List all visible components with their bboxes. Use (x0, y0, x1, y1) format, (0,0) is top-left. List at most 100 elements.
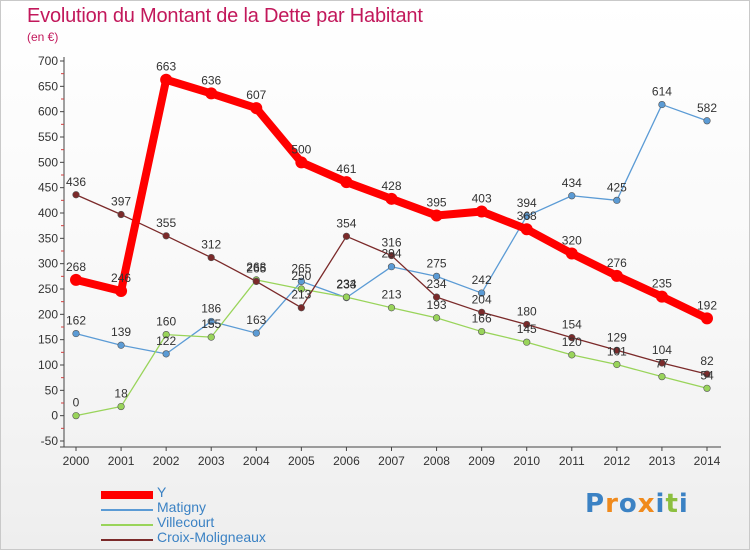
y-tick-label: 600 (38, 105, 58, 119)
data-label: 154 (562, 318, 582, 332)
data-label: 663 (156, 60, 176, 74)
data-label: 246 (111, 271, 131, 285)
legend-swatch (101, 509, 153, 511)
data-point (478, 308, 486, 316)
y-tick-label: 550 (38, 130, 58, 144)
data-label: 213 (381, 288, 401, 302)
data-point (250, 102, 263, 115)
data-label: 425 (607, 180, 627, 194)
y-tick-label: -50 (41, 434, 59, 448)
data-label: 166 (472, 312, 492, 326)
data-label: 233 (336, 278, 356, 292)
x-tick-label: 2013 (649, 454, 676, 468)
x-tick-label: 2004 (243, 454, 270, 468)
data-point (160, 73, 173, 86)
data-label: 250 (291, 269, 311, 283)
data-point (207, 333, 215, 341)
data-label: 320 (562, 234, 582, 248)
brand-letter: o (618, 489, 638, 519)
data-point (207, 253, 215, 262)
legend-label: Croix-Moligneaux (157, 529, 266, 545)
y-tick-label: 150 (38, 333, 58, 347)
y-tick-label: 50 (45, 383, 59, 397)
data-label: 607 (246, 88, 266, 102)
brand-letter: r (605, 489, 619, 519)
x-tick-label: 2012 (604, 454, 631, 468)
brand-letter: x (637, 489, 656, 519)
data-label: 186 (201, 301, 221, 315)
data-point (703, 370, 711, 378)
data-label: 268 (246, 260, 266, 274)
data-point (432, 272, 441, 280)
data-point (523, 338, 531, 346)
y-tick-label: 500 (38, 155, 58, 169)
legend-swatch (101, 539, 153, 541)
y-tick-label: 700 (38, 54, 58, 68)
data-label: 18 (114, 387, 128, 401)
data-label: 403 (472, 191, 492, 205)
chart-unit: (en €) (27, 30, 59, 44)
data-point (342, 293, 351, 301)
data-point (297, 304, 305, 312)
data-label: 104 (652, 343, 672, 357)
data-label: 193 (427, 298, 447, 312)
x-tick-label: 2011 (559, 454, 585, 468)
data-label: 500 (291, 142, 311, 156)
data-point (205, 87, 218, 100)
data-label: 213 (291, 288, 311, 302)
data-point (432, 314, 441, 322)
data-point (117, 402, 125, 411)
y-tick-label: 400 (38, 206, 58, 220)
data-point (613, 346, 621, 354)
brand-letter: i (655, 489, 666, 519)
data-point (520, 223, 533, 236)
data-point (162, 350, 170, 358)
data-point (297, 285, 305, 293)
data-label: 163 (246, 313, 266, 327)
legend-label: Y (157, 484, 167, 500)
data-label: 294 (381, 247, 401, 261)
data-point (610, 269, 623, 282)
x-tick-label: 2002 (153, 454, 180, 468)
data-point (117, 341, 125, 349)
data-label: 316 (381, 236, 401, 250)
data-point (207, 317, 215, 326)
data-point (565, 247, 578, 260)
data-label: 192 (697, 298, 717, 312)
data-point (430, 209, 443, 222)
data-label: 461 (336, 162, 356, 176)
data-point (475, 205, 488, 218)
data-label: 101 (607, 344, 627, 358)
data-point (658, 373, 666, 381)
y-tick-label: 300 (38, 257, 58, 271)
data-point (478, 327, 486, 336)
data-point (252, 277, 260, 286)
data-point (297, 277, 305, 286)
data-point (162, 331, 170, 339)
data-point (658, 100, 666, 109)
y-tick-label: 0 (51, 409, 58, 423)
y-tick-label: 450 (38, 181, 58, 195)
y-tick-label: 100 (38, 358, 58, 372)
x-tick-label: 2001 (108, 454, 135, 468)
data-label: 582 (697, 101, 717, 115)
data-point (703, 117, 711, 125)
legend-label: Villecourt (157, 514, 215, 530)
data-label: 428 (381, 179, 401, 193)
data-label: 368 (517, 209, 537, 223)
data-point (70, 273, 82, 286)
data-label: 276 (607, 256, 627, 270)
y-tick-label: 350 (38, 231, 58, 245)
data-point (387, 263, 396, 271)
data-label: 120 (562, 335, 582, 349)
data-label: 397 (111, 195, 131, 209)
data-point (72, 191, 80, 199)
data-point (252, 329, 260, 337)
data-label: 268 (66, 260, 86, 274)
data-point (162, 232, 170, 240)
data-label: 312 (201, 238, 221, 252)
x-tick-label: 2005 (288, 454, 315, 468)
data-label: 54 (700, 368, 714, 382)
x-tick-label: 2010 (513, 454, 540, 468)
